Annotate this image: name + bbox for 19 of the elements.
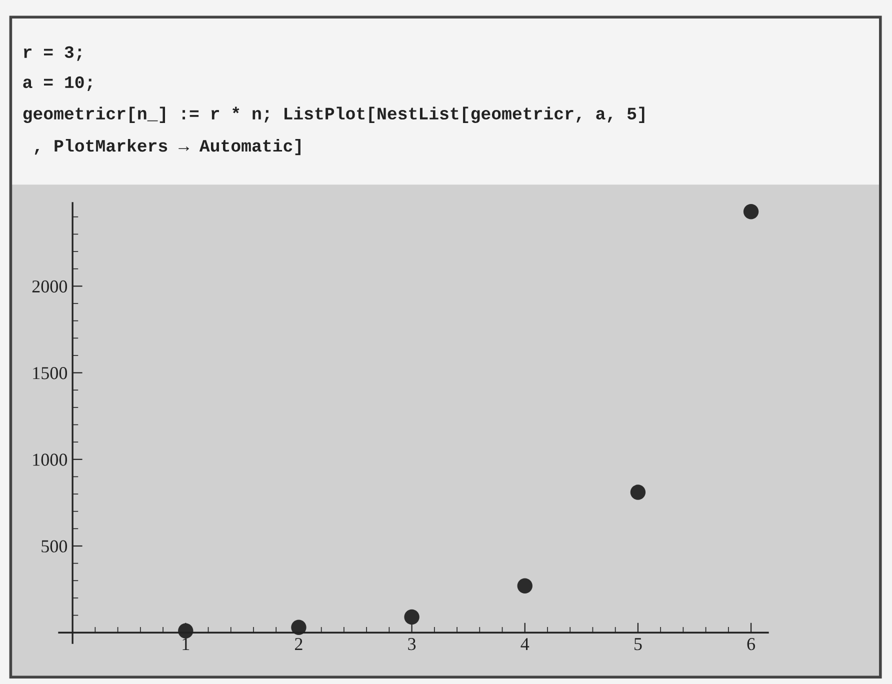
point (743, 204, 759, 220)
x-tick-label: 2 (295, 638, 302, 650)
text: geometricr[n_] := r * n; ListPlot[NestList[geometricr, a, 5] (23, 106, 644, 124)
x-tick-label: 1 (182, 638, 190, 650)
y-tick-label: 1500 (33, 367, 68, 380)
y-tick-label: 2000 (32, 280, 68, 293)
text: r = 3; (24, 46, 82, 61)
point (291, 620, 306, 636)
text: , PlotMarkers → Automatic] (34, 138, 300, 156)
x-tick-label: 4 (520, 638, 530, 650)
y-tick-label: 1000 (33, 454, 68, 466)
text: a = 10; (23, 76, 92, 92)
point (404, 609, 420, 625)
point (630, 484, 646, 500)
point (517, 578, 532, 594)
x-tick-label: 3 (408, 638, 416, 650)
x-tick-label: 5 (634, 638, 642, 650)
x-tick-label: 6 (747, 638, 756, 650)
y-tick-label: 500 (42, 540, 68, 552)
